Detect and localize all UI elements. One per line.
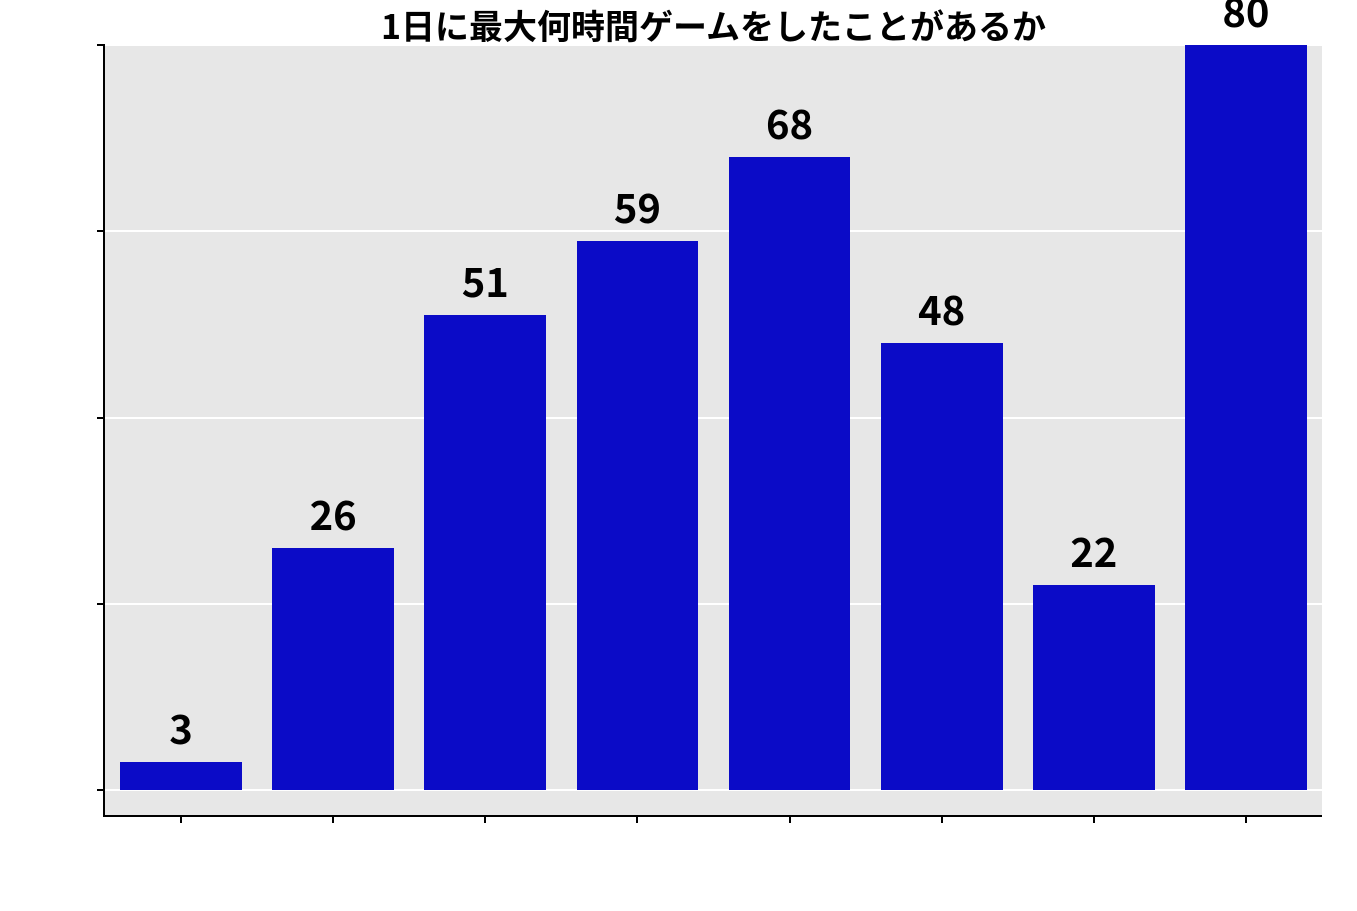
bar [729,157,851,790]
bar-value-label: 68 [766,93,813,151]
bar-value-label: 3 [169,698,193,756]
bar-value-label: 48 [918,279,965,337]
bar [577,241,699,790]
bar [424,315,546,790]
bar-value-label: 26 [310,484,357,542]
bar [1185,45,1307,790]
spine-left [103,45,105,815]
bar-value-label: 59 [614,177,661,235]
chart-title: 1日に最大何時間ゲームをしたことがあるか [381,0,1046,49]
chart-figure: 3 26 51 59 68 48 22 80 1日に最大何時間ゲームをしたことがあるか [0,0,1357,911]
bar-value-label: 51 [462,251,509,309]
gridline [105,230,1322,232]
plot-area: 326515968482280 [105,45,1322,815]
bar [1033,585,1155,790]
bar-value-label: 80 [1222,0,1269,39]
spine-bottom [103,815,1322,817]
bar [120,762,242,790]
gridline [105,417,1322,419]
bar-value-label: 22 [1070,521,1117,579]
bar [272,548,394,790]
bar [881,343,1003,790]
